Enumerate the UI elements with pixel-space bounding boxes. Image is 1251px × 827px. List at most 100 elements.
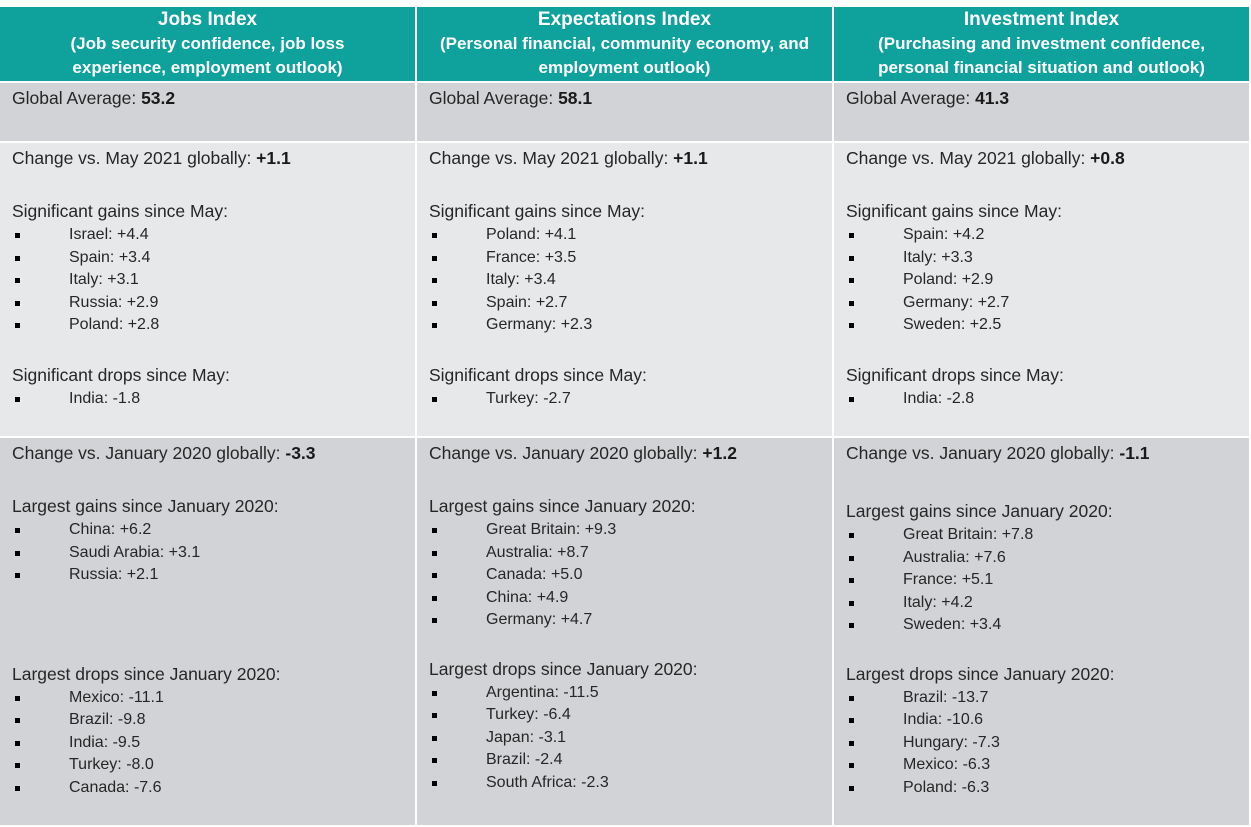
may-change-label: Change vs. May 2021 globally: xyxy=(12,148,257,168)
list-item: Turkey: -2.7 xyxy=(429,388,820,411)
list-item: Italy: +4.2 xyxy=(846,592,1237,615)
jan-change-value: -1.1 xyxy=(1119,443,1150,463)
list-item: France: +3.5 xyxy=(429,247,820,270)
global-average-cell: Global Average: 58.1 xyxy=(417,83,832,141)
list-item-text: Brazil: -13.7 xyxy=(903,688,989,706)
list-item: Germany: +2.3 xyxy=(429,314,820,337)
list-item: India: -9.5 xyxy=(12,732,403,755)
bullet-icon xyxy=(432,323,437,328)
drops-jan-list: Argentina: -11.5 Turkey: -6.4 Japan: -3.… xyxy=(429,682,820,795)
list-item-text: Australia: +7.6 xyxy=(903,548,1006,566)
list-item-text: Turkey: -6.4 xyxy=(486,706,571,723)
gains-may-heading: Significant gains since May: xyxy=(846,201,1062,221)
list-item-text: Mexico: -6.3 xyxy=(903,756,991,773)
bullet-icon xyxy=(849,740,854,746)
list-item-text: Germany: +2.3 xyxy=(486,316,593,333)
bullet-icon xyxy=(849,555,854,561)
jan-change: Change vs. January 2020 globally: -3.3 xyxy=(12,442,403,464)
bullet-icon xyxy=(432,690,437,696)
bullet-icon xyxy=(432,255,437,261)
drops-jan-heading: Largest drops since January 2020: xyxy=(12,663,281,684)
bullet-icon xyxy=(15,718,20,723)
list-item: Great Britain: +9.3 xyxy=(429,519,820,542)
bullet-icon xyxy=(432,595,437,601)
jan-change-label: Change vs. January 2020 globally: xyxy=(846,443,1120,463)
bullet-icon xyxy=(849,233,854,238)
bullet-icon xyxy=(15,323,20,328)
list-item: China: +4.9 xyxy=(429,587,820,610)
list-item: Turkey: -8.0 xyxy=(12,754,403,777)
bullet-icon xyxy=(849,323,854,328)
list-item: Italy: +3.3 xyxy=(846,247,1237,270)
list-item-text: Great Britain: +9.3 xyxy=(486,521,617,538)
bullet-icon xyxy=(432,278,437,283)
column-title: Investment Index xyxy=(963,9,1120,30)
gains-may-heading: Significant gains since May: xyxy=(12,201,228,221)
list-item: Sweden: +3.4 xyxy=(846,614,1237,637)
list-item: Poland: +4.1 xyxy=(429,224,820,247)
bullet-icon xyxy=(15,528,20,533)
bullet-icon xyxy=(849,785,854,791)
bullet-icon xyxy=(849,300,854,306)
list-item: France: +5.1 xyxy=(846,569,1237,592)
list-item-text: Italy: +4.2 xyxy=(903,593,973,611)
drops-jan-list: Brazil: -13.7 India: -10.6 Hungary: -7.3… xyxy=(846,687,1237,800)
global-average-value: 53.2 xyxy=(141,88,176,108)
list-item-text: Israel: +4.4 xyxy=(69,226,149,243)
list-item: Russia: +2.1 xyxy=(12,564,403,587)
gains-jan-list: Great Britain: +9.3 Australia: +8.7 Cana… xyxy=(429,519,820,632)
global-average-label: Global Average: xyxy=(846,88,976,108)
list-item: Russia: +2.9 xyxy=(12,292,403,315)
bullet-icon xyxy=(432,396,437,402)
bullet-icon xyxy=(432,758,437,763)
list-item: Australia: +8.7 xyxy=(429,542,820,565)
bullet-icon xyxy=(849,533,854,538)
list-item-text: Argentina: -11.5 xyxy=(486,683,599,701)
drops-may-heading: Significant drops since May: xyxy=(429,364,647,385)
list-item: Poland: +2.9 xyxy=(846,269,1237,292)
list-item: Brazil: -2.4 xyxy=(429,749,820,772)
may-change-value: +1.1 xyxy=(256,148,291,168)
list-item: India: -2.8 xyxy=(846,388,1237,411)
bullet-icon xyxy=(849,718,854,723)
global-average-cell: Global Average: 53.2 xyxy=(0,83,415,141)
list-item-text: Germany: +2.7 xyxy=(903,293,1010,311)
bullet-icon xyxy=(432,528,437,533)
bullet-icon xyxy=(15,573,20,578)
list-item: Italy: +3.4 xyxy=(429,269,820,292)
list-item-text: Hungary: -7.3 xyxy=(903,733,1000,751)
column-subtitle: (Personal financial, community economy, … xyxy=(439,34,810,77)
bullet-icon xyxy=(432,233,437,238)
list-item: Saudi Arabia: +3.1 xyxy=(12,542,403,565)
bullet-icon xyxy=(849,695,854,701)
bullet-icon xyxy=(15,255,20,261)
gains-jan-heading: Largest gains since January 2020: xyxy=(846,501,1113,521)
list-item-text: Italy: +3.3 xyxy=(903,248,973,266)
list-item-text: Poland: +2.9 xyxy=(903,271,994,288)
list-item-text: South Africa: -2.3 xyxy=(486,773,609,791)
jan-change-cell: Change vs. January 2020 globally: +1.2 L… xyxy=(417,438,832,825)
may-change: Change vs. May 2021 globally: +1.1 xyxy=(429,147,820,169)
drops-may-list: Turkey: -2.7 xyxy=(429,388,820,411)
gains-may-list: Poland: +4.1 France: +3.5 Italy: +3.4 Sp… xyxy=(429,224,820,337)
jan-change: Change vs. January 2020 globally: -1.1 xyxy=(846,442,1237,464)
list-item: Israel: +4.4 xyxy=(12,224,403,247)
drops-jan-heading: Largest drops since January 2020: xyxy=(429,658,698,679)
may-change: Change vs. May 2021 globally: +1.1 xyxy=(12,147,403,169)
list-item-text: Canada: +5.0 xyxy=(486,566,583,583)
list-item: Turkey: -6.4 xyxy=(429,704,820,727)
list-item: Canada: -7.6 xyxy=(12,777,403,800)
drops-may-list: India: -1.8 xyxy=(12,388,403,411)
list-item-text: India: -1.8 xyxy=(69,389,141,407)
list-item-text: Brazil: -2.4 xyxy=(486,751,563,768)
list-item-text: China: +4.9 xyxy=(486,588,569,606)
list-item-text: Mexico: -11.1 xyxy=(69,688,164,706)
list-item: Poland: +2.8 xyxy=(12,314,403,337)
drops-may-heading: Significant drops since May: xyxy=(846,364,1064,385)
may-change-label: Change vs. May 2021 globally: xyxy=(846,148,1091,168)
global-average-label: Global Average: xyxy=(12,88,142,108)
expectations-index-header: Expectations Index (Personal financial, … xyxy=(417,7,832,81)
bullet-icon xyxy=(432,618,437,623)
global-average-label: Global Average: xyxy=(429,88,559,108)
may-change-label: Change vs. May 2021 globally: xyxy=(429,148,674,168)
